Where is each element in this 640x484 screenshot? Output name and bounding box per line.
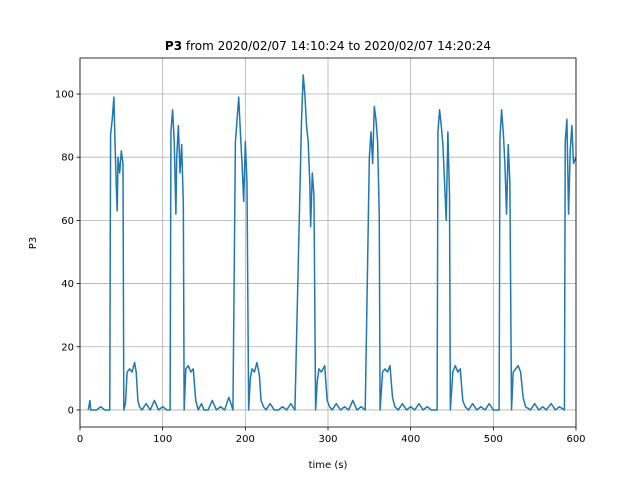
y-tick-label: 0: [68, 405, 74, 416]
y-tick-label: 60: [61, 216, 74, 227]
x-tick-label: 0: [77, 434, 83, 445]
x-axis-label: time (s): [309, 460, 348, 471]
chart-title: P3 from 2020/02/07 14:10:24 to 2020/02/0…: [165, 39, 491, 53]
title-bold: P3: [165, 39, 182, 53]
y-axis-label: P3: [28, 237, 39, 249]
x-tick-label: 300: [318, 434, 337, 445]
title-rest: from 2020/02/07 14:10:24 to 2020/02/07 1…: [186, 39, 491, 53]
plot-frame: [79, 57, 577, 428]
data-line: [87, 74, 577, 411]
x-tick-label: 400: [401, 434, 420, 445]
y-tick-label: 100: [55, 90, 74, 101]
x-tick-label: 500: [484, 434, 503, 445]
x-tick-label: 200: [236, 434, 255, 445]
y-tick-label: 40: [61, 279, 74, 290]
y-tick-label: 80: [61, 153, 74, 164]
x-tick-label: 100: [153, 434, 172, 445]
x-tick-label: 600: [566, 434, 585, 445]
y-tick-label: 20: [61, 342, 74, 353]
